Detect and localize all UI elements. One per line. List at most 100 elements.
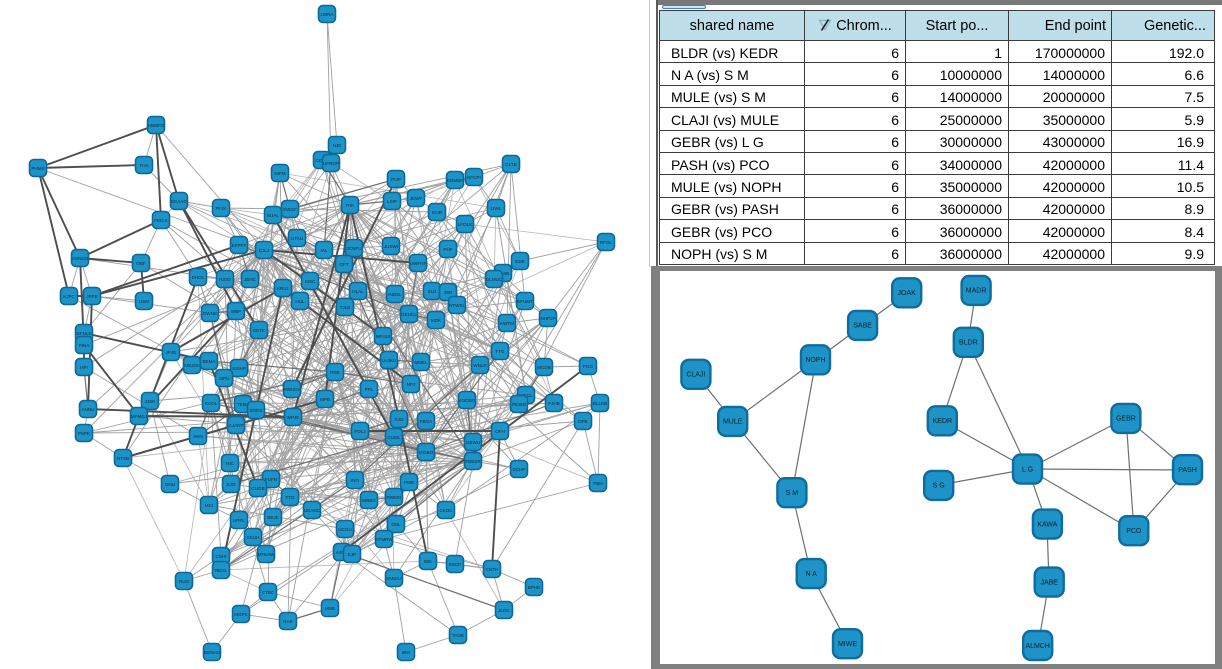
svg-text:EFUMT: EFUMT [517,299,533,304]
svg-text:FBBSR: FBBSR [465,459,481,464]
svg-text:IAOBO: IAOBO [419,450,434,455]
svg-text:PIJP: PIJP [391,177,401,182]
svg-text:HUL: HUL [295,299,305,304]
svg-text:JBNC: JBNC [244,277,257,282]
svg-text:LWRA: LWRA [321,12,335,17]
svg-text:KWTM: KWTM [500,321,514,326]
svg-text:RWMG: RWMG [387,495,402,500]
svg-text:EDMSF: EDMSF [447,178,463,183]
svg-text:UPPL: UPPL [233,518,245,523]
svg-text:MPMGJ: MPMGJ [131,414,148,419]
svg-text:MMEL: MMEL [414,360,428,365]
svg-text:OWNE: OWNE [203,311,217,316]
svg-text:DHOL: DHOL [192,275,205,280]
svg-text:CLTB: CLTB [505,162,516,167]
svg-text:MPB: MPB [320,397,330,402]
svg-text:MDK: MDK [431,318,442,323]
svg-text:AKN: AKN [193,434,202,439]
svg-text:WPJE: WPJE [287,415,300,420]
svg-text:NTMRW: NTMRW [375,537,393,542]
svg-text:THA: THA [139,163,149,168]
svg-text:CSHI: CSHI [216,554,227,559]
svg-text:NHPJP: NHPJP [540,316,555,321]
svg-text:NJE: NJE [333,143,342,148]
svg-text:TTD: TTD [286,495,296,500]
svg-text:TEBA: TEBA [237,402,250,407]
svg-text:NTSB: NTSB [117,456,129,461]
svg-text:RUO: RUO [179,579,190,584]
svg-text:PBH: PBH [593,481,602,486]
svg-text:KMSAJ: KMSAJ [386,576,401,581]
svg-text:KFPPF: KFPPF [232,243,247,248]
svg-text:OPE: OPE [578,419,588,424]
svg-text:UFROP: UFROP [323,161,339,166]
svg-text:MFEAW: MFEAW [258,552,276,557]
svg-text:EEAAG: EEAAG [171,199,187,204]
svg-text:NPJ: NPJ [407,382,416,387]
svg-text:JSR: JSR [444,290,453,295]
svg-text:MCI: MCI [205,503,213,508]
svg-text:HIC: HIC [226,461,235,466]
svg-text:REHL: REHL [215,568,228,573]
svg-text:MULE: MULE [723,419,743,426]
svg-text:HWBFD: HWBFD [148,123,166,128]
svg-text:FOLJ: FOLJ [354,429,365,434]
svg-text:USM: USM [139,299,149,304]
svg-text:ANNU: ANNU [81,407,94,412]
svg-text:GFT: GFT [339,262,348,267]
svg-text:WBBG: WBBG [362,498,376,503]
svg-text:JABE: JABE [1040,579,1058,586]
svg-text:MCDB: MCDB [537,365,551,370]
svg-text:OFH: OFH [495,429,505,434]
svg-text:CJLJ: CJLJ [259,248,269,253]
svg-text:CKDC: CKDC [439,508,453,513]
svg-text:EJP: EJP [348,552,356,557]
svg-text:FUFN: FUFN [265,477,277,482]
svg-text:CJANT: CJANT [229,423,244,428]
svg-text:UTAU: UTAU [291,236,303,241]
svg-text:MOPK: MOPK [234,612,248,617]
svg-text:ESCP: ESCP [449,562,462,567]
svg-text:MIWE: MIWE [838,641,857,648]
svg-text:IMK: IMK [424,559,433,564]
svg-text:NTWSL: NTWSL [449,303,466,308]
svg-text:ALMCH: ALMCH [1025,643,1050,650]
svg-text:UCGU: UCGU [338,527,352,532]
svg-text:PCO: PCO [1126,528,1142,535]
svg-text:PPL: PPL [365,387,374,392]
svg-text:KJFC: KJFC [63,294,75,299]
svg-text:CUGB: CUGB [251,486,264,491]
svg-text:KEDR: KEDR [933,418,952,425]
svg-text:KAWA: KAWA [1037,521,1057,528]
svg-text:OBF: OBF [136,261,146,266]
svg-text:CNTH: CNTH [486,567,499,572]
svg-text:FJHB: FJHB [548,401,559,406]
svg-text:LIWL: LIWL [491,206,502,211]
svg-text:TJLE: TJLE [340,305,351,310]
svg-text:GEBR: GEBR [1116,416,1136,423]
svg-text:RWUDA: RWUDA [283,387,301,392]
svg-text:BNI: BNI [402,650,410,655]
svg-text:NOPH: NOPH [805,357,825,364]
svg-text:EJO: EJO [227,482,236,487]
svg-text:RFGL: RFGL [600,240,613,245]
svg-text:CUML: CUML [387,435,400,440]
svg-text:GEUCL: GEUCL [401,312,417,317]
svg-text:WFCL: WFCL [519,393,532,398]
svg-text:FEICK: FEICK [154,218,168,223]
svg-text:PASH: PASH [1178,467,1197,474]
svg-text:LFOLK: LFOLK [458,222,473,227]
svg-text:KOODG: KOODG [458,398,476,403]
svg-text:JOAK: JOAK [898,290,917,297]
svg-text:OSL: OSL [391,522,401,527]
svg-text:RAS: RAS [283,619,292,624]
svg-text:N A: N A [806,571,818,578]
svg-text:PHF: PHF [443,247,452,252]
svg-text:INDSL: INDSL [388,292,402,297]
svg-text:JJSK: JJSK [145,399,157,404]
svg-text:PESID: PESID [512,402,526,407]
svg-text:EDK: EDK [515,259,525,264]
svg-text:KISC: KISC [305,279,316,284]
svg-text:DFNLE: DFNLE [76,331,91,336]
svg-text:S G: S G [933,483,945,490]
